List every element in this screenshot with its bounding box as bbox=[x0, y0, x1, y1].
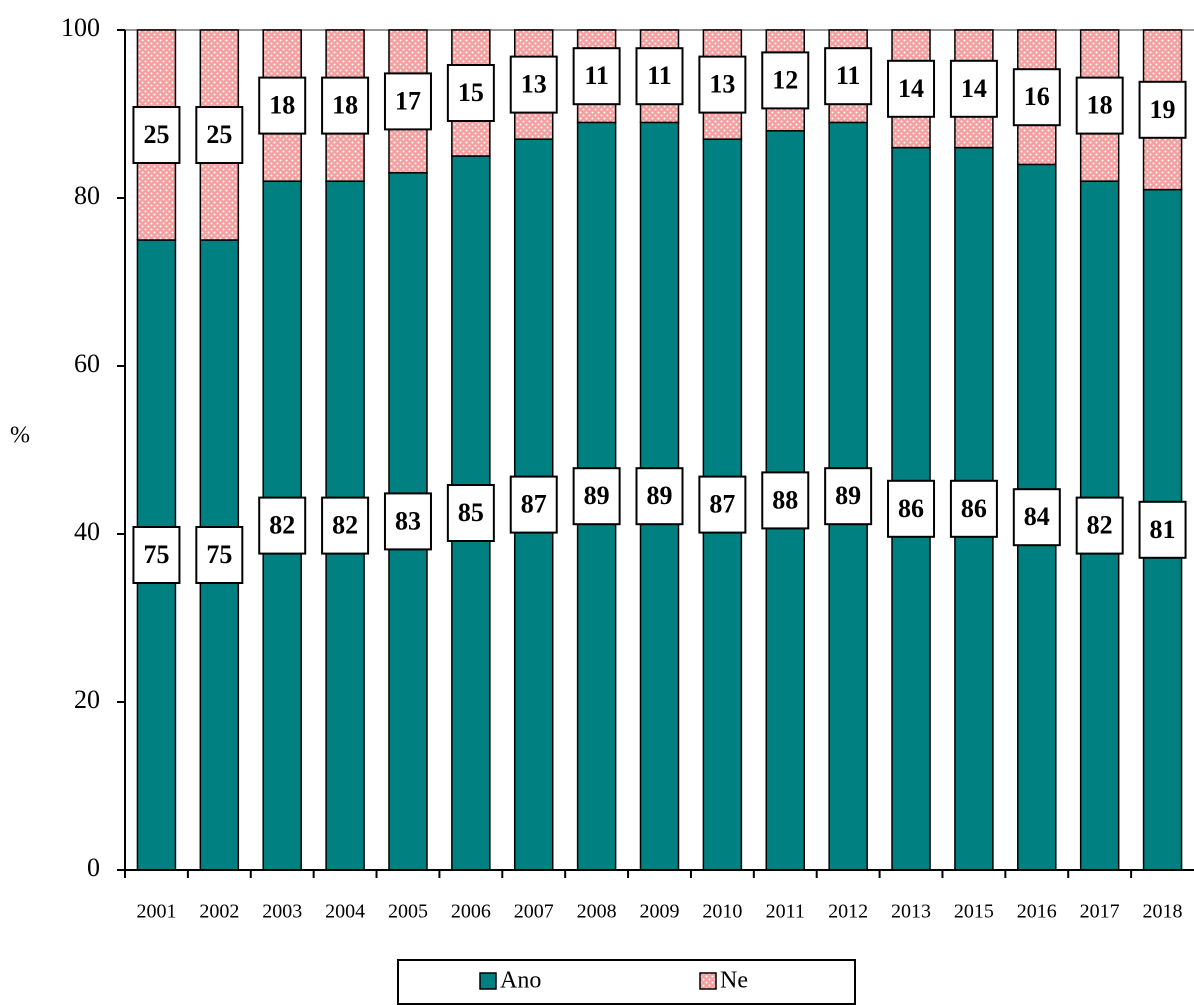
data-label-box bbox=[949, 479, 998, 538]
data-label: 11 bbox=[836, 61, 861, 90]
x-tick-label: 2001 bbox=[136, 901, 176, 923]
legend-swatch bbox=[699, 972, 717, 990]
legend-swatch bbox=[479, 972, 497, 990]
y-tick-label: 20 bbox=[74, 685, 100, 714]
data-label: 88 bbox=[772, 485, 798, 514]
data-label: 13 bbox=[521, 70, 547, 99]
data-label-box bbox=[635, 467, 684, 526]
y-tick-label: 0 bbox=[87, 853, 100, 882]
data-label-box bbox=[383, 492, 432, 551]
data-label-box bbox=[321, 496, 370, 555]
data-label-box bbox=[887, 479, 936, 538]
data-label-box bbox=[132, 106, 181, 164]
y-tick-label: 40 bbox=[74, 517, 100, 546]
data-label: 83 bbox=[395, 506, 421, 535]
y-tick-label: 60 bbox=[74, 349, 100, 378]
data-label: 17 bbox=[395, 86, 421, 115]
data-label: 86 bbox=[898, 494, 924, 523]
x-tick-label: 2003 bbox=[262, 901, 302, 923]
x-tick-label: 2018 bbox=[1143, 901, 1183, 923]
data-label-box bbox=[1012, 68, 1061, 127]
data-label: 18 bbox=[269, 91, 295, 120]
data-label: 87 bbox=[521, 490, 547, 519]
x-tick-label: 2004 bbox=[325, 901, 365, 923]
data-label: 75 bbox=[206, 540, 232, 569]
data-label-box bbox=[446, 484, 495, 542]
data-label: 81 bbox=[1150, 515, 1176, 544]
data-label: 85 bbox=[458, 498, 484, 527]
x-tick-label: 2016 bbox=[1017, 901, 1057, 923]
data-label: 82 bbox=[332, 511, 358, 540]
data-label-box bbox=[509, 55, 558, 114]
data-label: 25 bbox=[143, 120, 169, 149]
data-label-box bbox=[635, 47, 684, 106]
data-label: 11 bbox=[647, 61, 672, 90]
x-tick-label: 2006 bbox=[451, 901, 491, 923]
x-tick-label: 2017 bbox=[1080, 901, 1120, 923]
legend-label: Ano bbox=[500, 968, 541, 994]
data-label-box bbox=[509, 475, 558, 534]
data-label-box bbox=[1075, 496, 1124, 555]
data-label: 19 bbox=[1150, 95, 1176, 124]
data-label-box bbox=[572, 47, 621, 106]
data-label-box bbox=[446, 64, 495, 122]
x-tick-label: 2008 bbox=[577, 901, 617, 923]
data-label: 18 bbox=[1087, 91, 1113, 120]
data-label-box bbox=[824, 47, 873, 106]
data-label: 14 bbox=[898, 74, 924, 103]
data-label: 14 bbox=[961, 74, 987, 103]
data-label-box bbox=[258, 76, 307, 135]
data-label: 11 bbox=[584, 61, 609, 90]
legend-label: Ne bbox=[720, 968, 748, 994]
data-label: 18 bbox=[332, 91, 358, 120]
x-tick-label: 2010 bbox=[702, 901, 742, 923]
data-label: 89 bbox=[647, 481, 673, 510]
data-label-box bbox=[195, 526, 244, 584]
data-label: 82 bbox=[269, 511, 295, 540]
data-label-box bbox=[761, 471, 810, 530]
y-tick-label: 100 bbox=[61, 13, 100, 42]
y-tick-label: 80 bbox=[74, 181, 100, 210]
x-tick-label: 2005 bbox=[388, 901, 428, 923]
y-axis-label: % bbox=[10, 423, 30, 449]
data-label-box bbox=[887, 59, 936, 118]
x-tick-label: 2013 bbox=[891, 901, 931, 923]
data-label: 87 bbox=[709, 490, 735, 519]
x-tick-label: 2007 bbox=[514, 901, 554, 923]
data-label-box bbox=[132, 526, 181, 584]
data-label: 25 bbox=[206, 120, 232, 149]
data-label-box bbox=[383, 72, 432, 131]
data-label: 16 bbox=[1024, 82, 1050, 111]
x-tick-label: 2012 bbox=[828, 901, 868, 923]
data-label-box bbox=[258, 496, 307, 555]
data-label: 15 bbox=[458, 78, 484, 107]
legend-box bbox=[397, 959, 856, 1005]
x-tick-label: 2015 bbox=[954, 901, 994, 923]
data-label-box bbox=[1075, 76, 1124, 135]
data-label-box bbox=[1138, 80, 1187, 139]
data-label: 75 bbox=[143, 540, 169, 569]
data-label: 86 bbox=[961, 494, 987, 523]
data-label-box bbox=[1012, 488, 1061, 547]
data-label-box bbox=[698, 475, 747, 534]
x-tick-label: 2011 bbox=[766, 901, 805, 923]
data-label: 89 bbox=[835, 481, 861, 510]
data-label: 84 bbox=[1024, 502, 1050, 531]
data-label: 13 bbox=[709, 70, 735, 99]
x-tick-label: 2002 bbox=[199, 901, 239, 923]
data-label: 89 bbox=[584, 481, 610, 510]
data-label-box bbox=[824, 467, 873, 526]
data-label-box bbox=[698, 55, 747, 114]
data-label: 12 bbox=[772, 65, 798, 94]
data-label-box bbox=[949, 59, 998, 118]
data-label-box bbox=[1138, 500, 1187, 559]
data-label-box bbox=[572, 467, 621, 526]
data-label-box bbox=[761, 51, 810, 110]
data-label-box bbox=[195, 106, 244, 164]
x-tick-label: 2009 bbox=[640, 901, 680, 923]
data-label: 82 bbox=[1087, 511, 1113, 540]
data-label-box bbox=[321, 76, 370, 135]
